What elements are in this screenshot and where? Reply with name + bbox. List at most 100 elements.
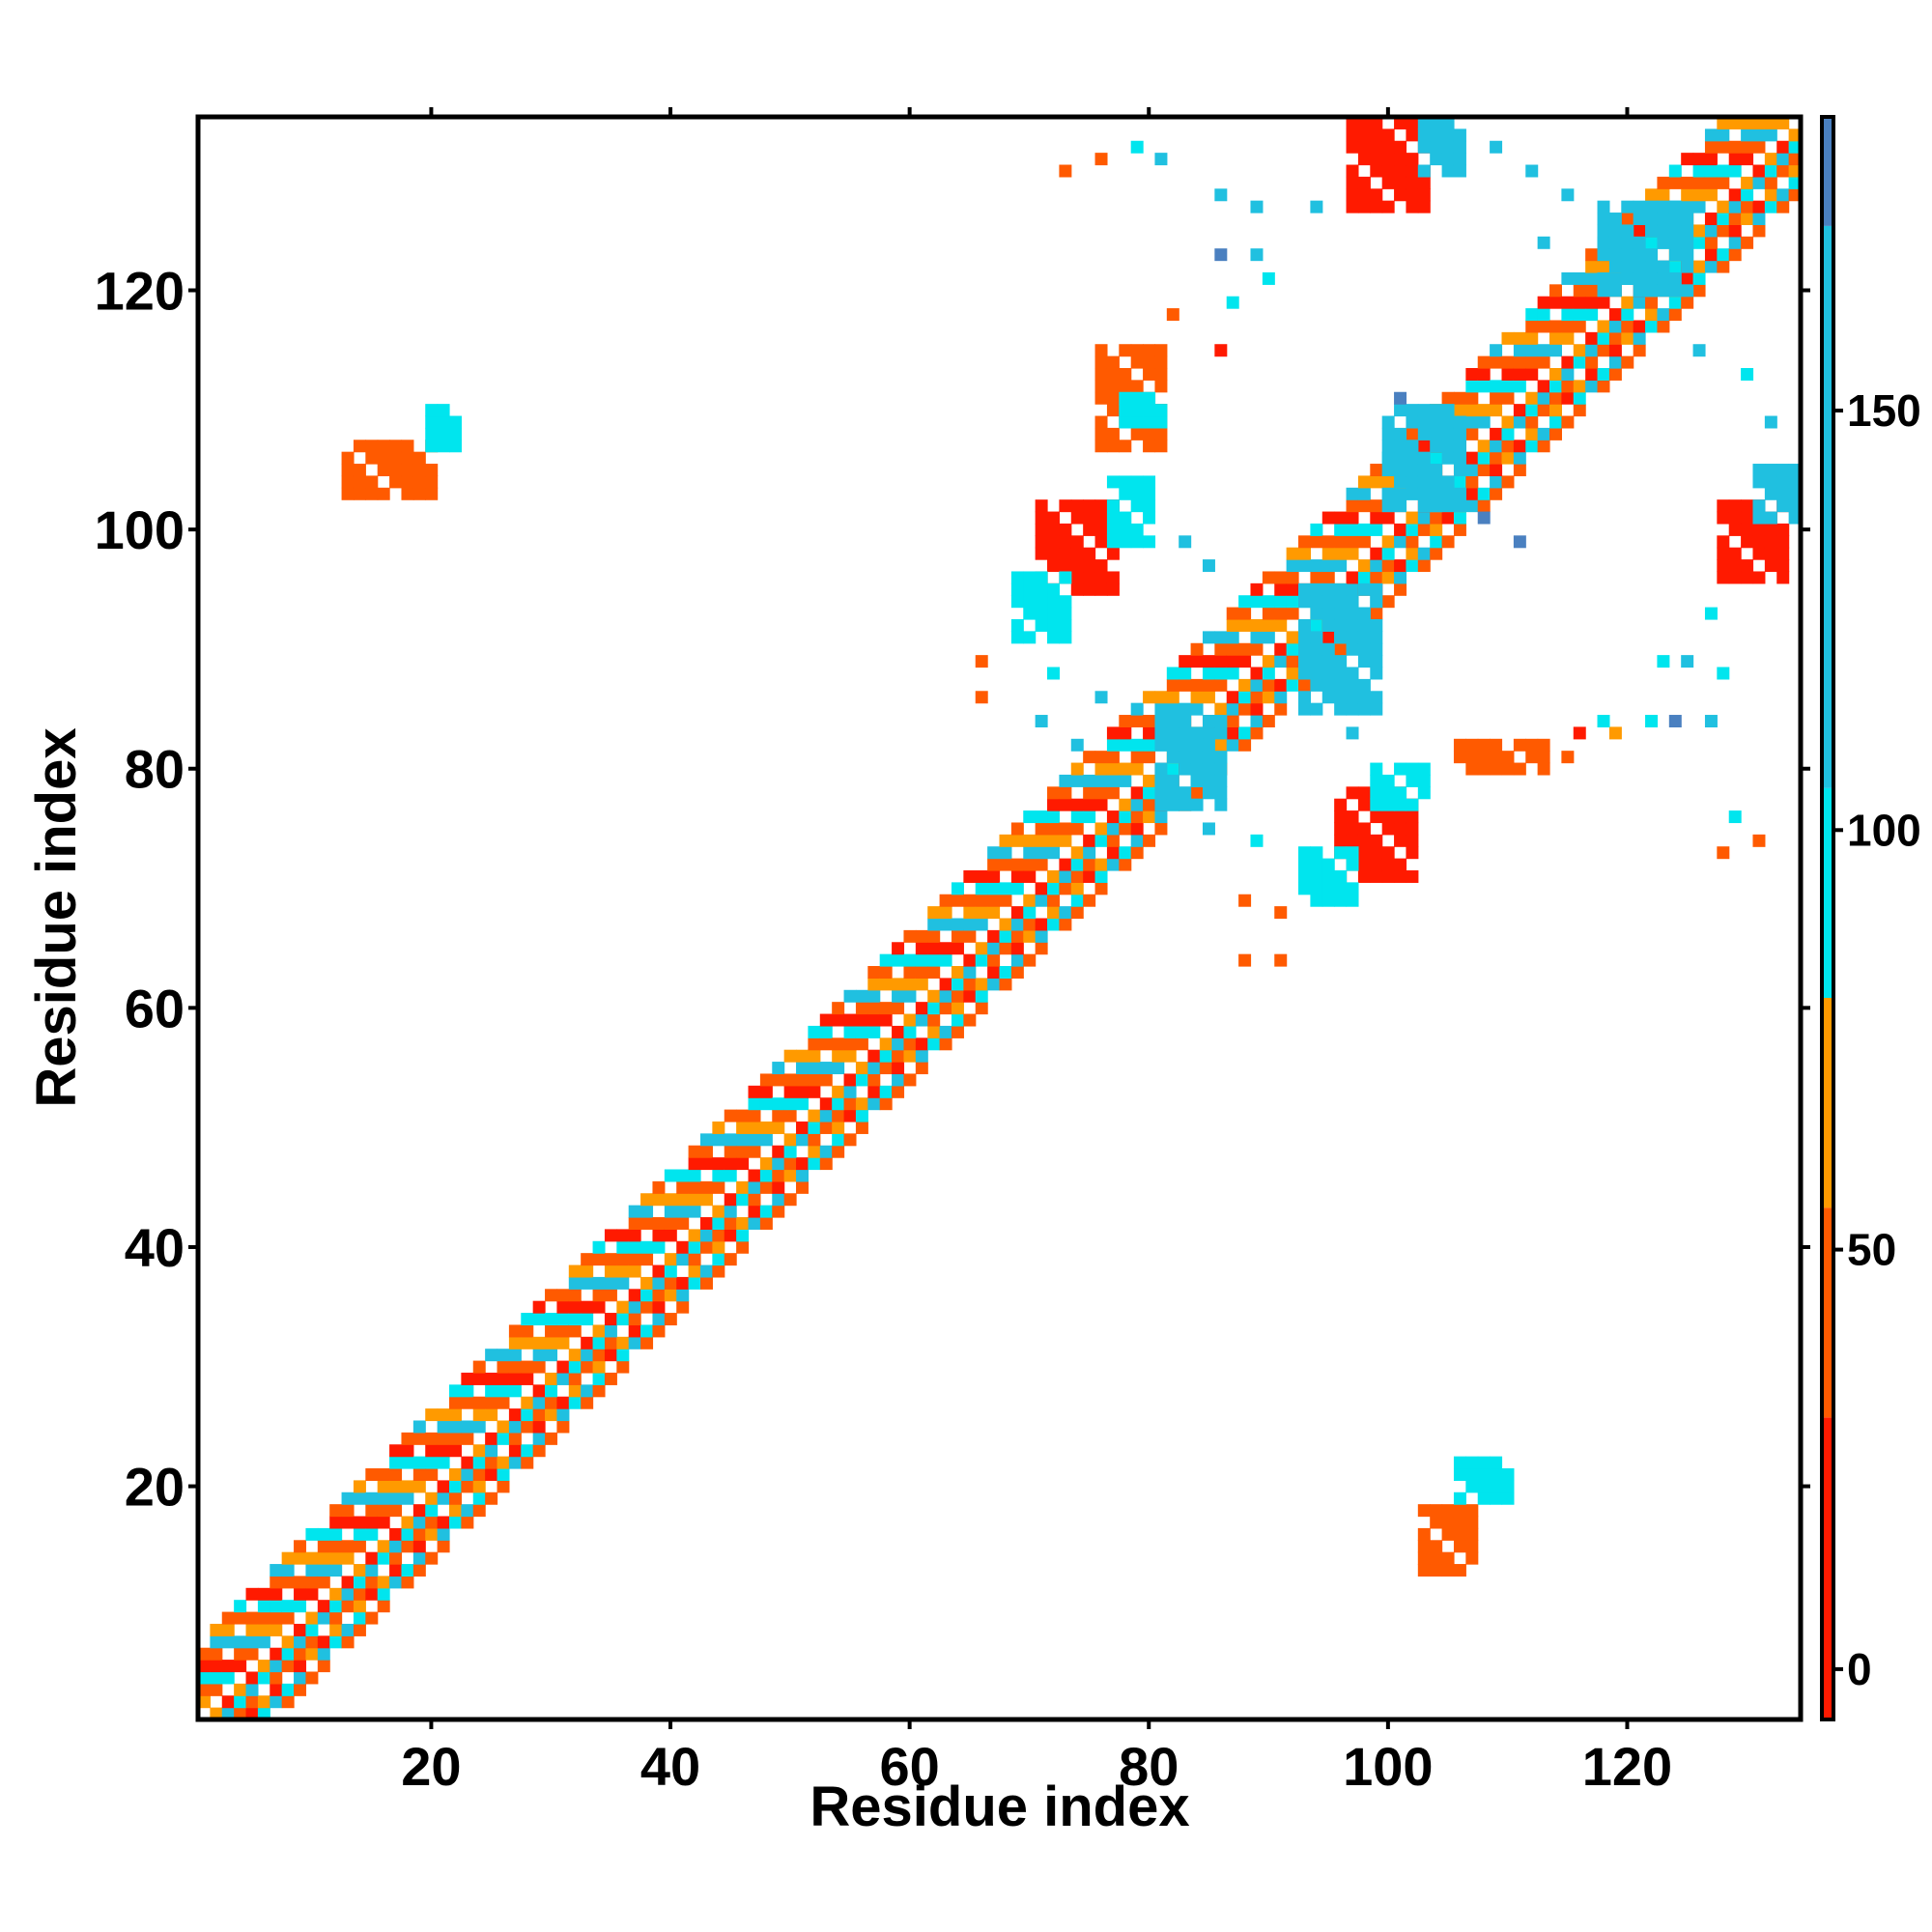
heatmap-cell xyxy=(1166,715,1179,728)
heatmap-cell xyxy=(664,1205,677,1218)
heatmap-cell xyxy=(1310,523,1323,536)
y-tick-label: 100 xyxy=(95,499,185,560)
heatmap-cell xyxy=(1286,655,1299,668)
heatmap-cell xyxy=(688,1229,701,1242)
heatmap-cell xyxy=(1537,308,1550,322)
heatmap-cell xyxy=(1143,404,1156,417)
heatmap-cell xyxy=(652,1193,666,1207)
heatmap-cell xyxy=(1143,391,1156,405)
heatmap-cell xyxy=(1430,464,1443,477)
heatmap-cell xyxy=(748,1180,761,1194)
heatmap-cell xyxy=(699,1264,713,1278)
heatmap-cell xyxy=(1645,213,1659,226)
heatmap-cell xyxy=(1346,535,1359,549)
heatmap-cell xyxy=(1070,810,1084,824)
heatmap-cell xyxy=(676,1193,690,1207)
heatmap-cell xyxy=(616,1264,630,1278)
heatmap-cell xyxy=(365,451,379,465)
heatmap-cell xyxy=(412,475,426,489)
heatmap-cell xyxy=(1143,344,1156,357)
heatmap-cell xyxy=(412,1480,426,1493)
heatmap-cell xyxy=(1430,523,1443,536)
heatmap-cell xyxy=(568,1300,582,1314)
heatmap-cell xyxy=(1453,164,1466,178)
heatmap-cell xyxy=(1106,511,1120,525)
heatmap-cell xyxy=(1130,822,1144,836)
heatmap-cell xyxy=(1357,607,1371,620)
heatmap-cell xyxy=(736,1180,750,1194)
heatmap-cell xyxy=(245,1695,259,1709)
heatmap-cell xyxy=(927,989,941,1003)
heatmap-cell xyxy=(1023,846,1037,860)
heatmap-cell xyxy=(1010,929,1024,943)
heatmap-cell xyxy=(1310,607,1323,620)
heatmap-cell xyxy=(1741,236,1754,249)
heatmap-cell xyxy=(508,1324,522,1338)
heatmap-cell xyxy=(1094,355,1108,369)
heatmap-cell xyxy=(1047,667,1060,680)
heatmap-cell xyxy=(497,1349,510,1362)
heatmap-cell xyxy=(365,475,379,489)
heatmap-cell xyxy=(1154,762,1168,776)
heatmap-cell xyxy=(1561,751,1575,764)
colorbar-frame xyxy=(1820,115,1835,1721)
heatmap-cell xyxy=(1752,128,1766,142)
heatmap-cell xyxy=(1370,655,1383,668)
heatmap-cell xyxy=(1346,607,1359,620)
heatmap-cell xyxy=(1453,415,1466,429)
heatmap-cell xyxy=(508,1432,522,1445)
heatmap-cell xyxy=(1321,595,1335,609)
heatmap-cell xyxy=(1417,774,1431,787)
heatmap-cell xyxy=(699,1133,713,1147)
heatmap-cell xyxy=(294,1551,307,1565)
heatmap-cell xyxy=(389,451,403,465)
heatmap-cell xyxy=(748,1109,761,1122)
heatmap-cell xyxy=(353,464,366,477)
heatmap-cell xyxy=(353,1564,366,1577)
heatmap-cell xyxy=(1370,523,1383,536)
heatmap-cell xyxy=(568,1264,582,1278)
heatmap-cell xyxy=(556,1289,570,1302)
heatmap-cell xyxy=(1406,427,1419,440)
heatmap-cell xyxy=(688,1276,701,1290)
heatmap-cell xyxy=(772,1109,785,1122)
heatmap-cell xyxy=(412,1564,426,1577)
heatmap-cell xyxy=(1441,511,1455,525)
heatmap-cell xyxy=(628,1205,641,1218)
heatmap-cell xyxy=(448,1516,462,1529)
heatmap-cell xyxy=(1083,869,1096,883)
heatmap-cell xyxy=(1179,702,1192,716)
heatmap-cell xyxy=(1465,1516,1479,1529)
heatmap-cell xyxy=(1441,415,1455,429)
heatmap-cell xyxy=(1202,738,1215,752)
heatmap-cell xyxy=(939,978,952,991)
heatmap-cell xyxy=(437,1408,450,1422)
heatmap-cell xyxy=(1130,415,1144,429)
heatmap-cell xyxy=(1477,487,1491,500)
heatmap-cell xyxy=(1059,834,1072,847)
heatmap-cell xyxy=(1059,882,1072,895)
heatmap-cell xyxy=(1010,618,1024,632)
heatmap-cell xyxy=(1166,691,1179,704)
heatmap-cell xyxy=(1668,715,1682,728)
heatmap-cell xyxy=(1238,702,1252,716)
heatmap-cell xyxy=(1370,571,1383,584)
heatmap-cell xyxy=(1119,404,1132,417)
heatmap-cell xyxy=(1417,1564,1431,1577)
heatmap-cell xyxy=(1334,834,1348,847)
heatmap-cell xyxy=(317,1576,330,1589)
heatmap-cell xyxy=(1119,726,1132,740)
heatmap-cell xyxy=(855,989,868,1003)
heatmap-cell xyxy=(341,1576,355,1589)
heatmap-cell xyxy=(329,1551,343,1565)
heatmap-cell xyxy=(1465,1551,1479,1565)
heatmap-cell xyxy=(1430,451,1443,465)
heatmap-cell xyxy=(508,1336,522,1350)
heatmap-cell xyxy=(497,1372,510,1385)
heatmap-cell xyxy=(712,1264,725,1278)
heatmap-cell xyxy=(353,1516,366,1529)
heatmap-cell xyxy=(1430,1551,1443,1565)
heatmap-cell xyxy=(903,953,917,967)
heatmap-cell xyxy=(1608,248,1622,262)
heatmap-cell xyxy=(198,1683,211,1696)
